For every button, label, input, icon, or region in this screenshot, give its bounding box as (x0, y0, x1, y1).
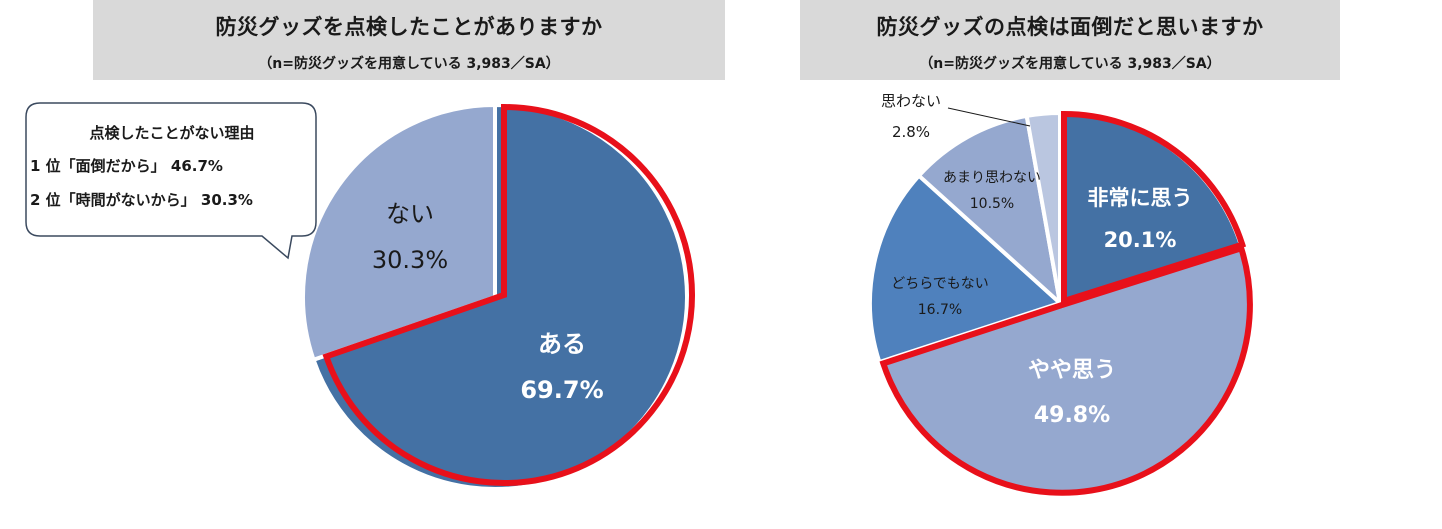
pie2-slice-label-2: やや思う (1028, 358, 1116, 383)
callout-reason-2: 2 位「時間がないから」 30.3% (30, 191, 253, 209)
pie1-slice-label-2: ない (386, 200, 434, 228)
pie2-slice-label-5: 思わない (881, 92, 941, 110)
pie2-slice-value-5: 2.8% (892, 123, 930, 141)
pie2-slice-5 (1024, 110, 1062, 304)
pie2-slice-value-2: 49.8% (1034, 403, 1110, 428)
pie2-slice-label-3: どちらでもない (891, 276, 989, 292)
chart2-subtitle: （n=防災グッズを用意している 3,983／SA） (919, 56, 1221, 72)
reason-callout: 点検したことがない理由 1 位「面倒だから」 46.7% 2 位「時間がないから… (25, 102, 317, 260)
chart2-title: 防災グッズの点検は面倒だと思いますか (876, 15, 1264, 39)
pie1-slice-value-1: 69.7% (520, 376, 603, 404)
pie1-slice-label-1: ある (538, 330, 586, 358)
chart2-header: 防災グッズの点検は面倒だと思いますか （n=防災グッズを用意している 3,983… (800, 0, 1340, 80)
pie2-highlight-outline-2 (879, 244, 1253, 496)
pie2-slice-value-1: 20.1% (1104, 228, 1177, 252)
callout-bubble (25, 102, 317, 260)
leader-line (947, 107, 1031, 127)
pie-chart-2: 非常に思う 20.1% やや思う 49.8% どちらでもない 16.7% あまり思わない 10… (868, 92, 1253, 496)
pie1-highlight-outline (322, 103, 695, 486)
pie2-slice-value-4: 10.5% (970, 196, 1014, 212)
pie2-slice-label-4: あまり思わない (943, 170, 1041, 186)
pie2-slice-3 (868, 172, 1064, 365)
pie2-slice-label-1: 非常に思う (1088, 186, 1193, 210)
chart1-title: 防災グッズを点検したことがありますか (215, 15, 603, 39)
pie2-highlight-outline-1 (1061, 110, 1247, 306)
chart1-subtitle: （n=防災グッズを用意している 3,983／SA） (258, 56, 560, 72)
pie2-slice-value-3: 16.7% (918, 302, 962, 318)
pie-chart-1: ある 69.7% ない 30.3% (301, 102, 695, 491)
pie1-slice-value-2: 30.3% (372, 246, 448, 274)
chart1-header: 防災グッズを点検したことがありますか （n=防災グッズを用意している 3,983… (93, 0, 725, 80)
pie2-slice-4 (916, 113, 1063, 309)
callout-reason-1: 1 位「面倒だから」 46.7% (30, 157, 223, 175)
callout-heading: 点検したことがない理由 (89, 124, 254, 142)
pie1-slice-2 (301, 102, 497, 363)
